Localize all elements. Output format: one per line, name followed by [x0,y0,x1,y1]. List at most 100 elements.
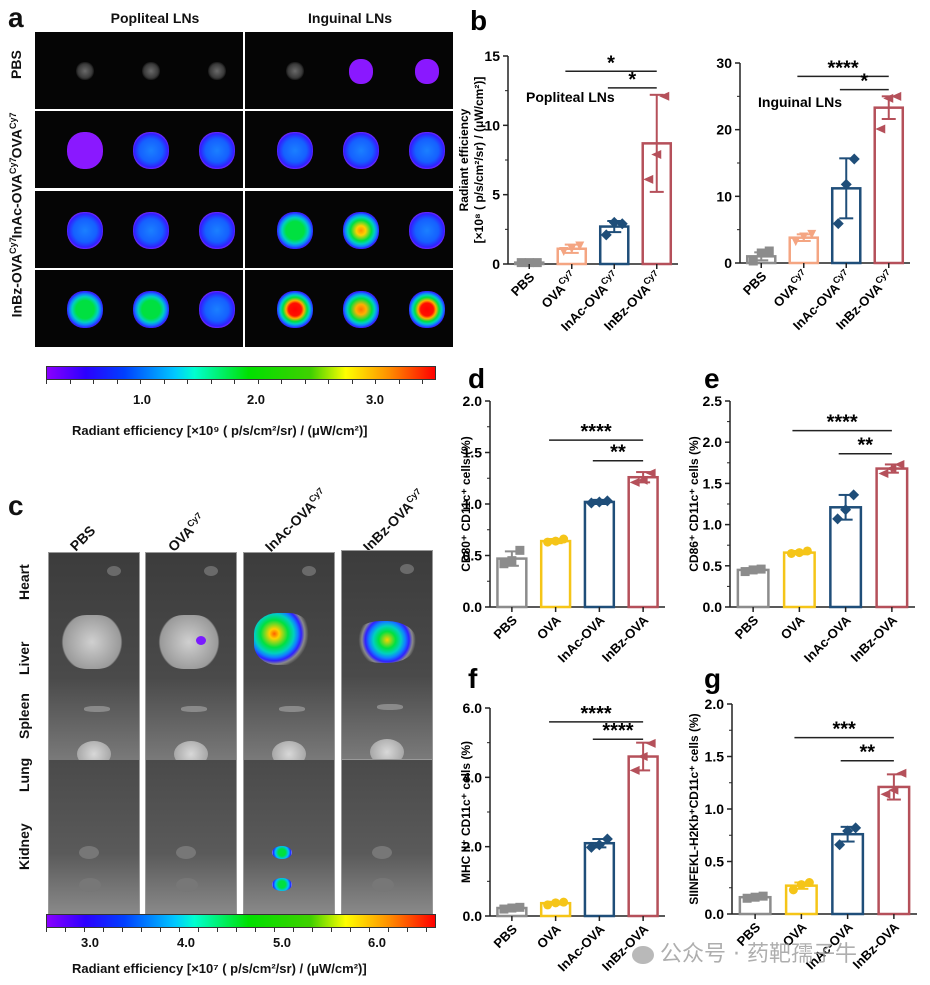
fluorescent-spot [67,131,103,170]
data-point [559,897,569,907]
bar-inac-ova [829,506,863,609]
y-tick-label: 1.5 [705,749,725,765]
y-axis-label: MHC II⁺ CD11c⁺ cells (%) [459,741,473,883]
liver-signal [254,613,312,665]
colorbar-tick-mark [281,379,282,384]
y-tick-label: 0.0 [463,908,483,924]
fluorescent-spot [199,290,235,329]
data-point [515,545,525,555]
colorbar-tick-mark [255,927,256,932]
data-point [875,124,886,134]
fluorescent-spot [343,131,379,170]
y-tick-label: 20 [716,122,732,138]
significance-stars: **** [581,421,612,443]
significance-stars: ** [610,442,626,464]
colorbar-c-tick: 5.0 [272,935,292,950]
data-point [832,513,844,525]
colorbar-tick-mark [257,379,259,384]
fluorescent-spot [409,290,445,329]
data-point [834,839,846,851]
fluorescent-spot [343,211,379,250]
data-point [593,839,605,851]
colorbar-tick-mark [160,927,161,932]
y-tick-label: 2.0 [705,696,725,712]
y-tick-label: 2.0 [703,434,723,450]
y-tick-label: 1.5 [703,475,723,491]
data-point [840,504,852,516]
lung-organ [370,739,404,759]
x-tick-label: PBS [490,921,520,951]
colorbar-tick-mark [179,927,180,932]
colorbar-tick-mark [198,927,199,932]
colorbar-tick-mark [103,927,104,932]
fluorescent-spot [67,211,103,250]
fluorescent-spot [199,131,235,170]
x-tick-label: InAc-OVA [555,921,608,974]
x-tick-label: PBS [732,612,762,642]
significance-stars: ** [859,742,875,764]
colorbar-a-gradient [46,366,436,380]
data-point [756,248,766,258]
bar-ova [539,539,572,609]
kidney-signal [272,878,292,891]
significance-stars: **** [602,720,633,742]
data-point [848,489,860,501]
colorbar-tick-mark [69,379,71,384]
y-tick-label: 1.0 [703,517,723,533]
fluorescent-spot [133,211,169,250]
colorbar-tick-mark [234,379,235,384]
spleen-organ [279,706,305,712]
data-point [585,497,597,509]
bar-inac-ova [583,500,616,609]
data-point [608,216,620,228]
y-tick-label: 10 [484,117,500,133]
data-point [567,244,577,254]
fluorescent-spot [409,211,445,250]
data-point [880,789,891,799]
lung-organ [272,741,306,761]
data-point [788,885,798,895]
y-tick-label: 5 [492,187,500,203]
data-point [543,537,553,547]
fluorescent-spot [76,61,94,81]
colorbar-tick-mark [407,927,408,932]
liver-organ [158,615,220,669]
liver-signal [196,636,206,645]
liver-signal [352,621,416,663]
data-point [499,559,509,569]
data-point [637,752,648,762]
data-point [551,898,561,908]
colorbar-tick-mark [46,379,47,384]
x-tick-label: InBz-OVA [850,919,903,972]
significance-stars: * [860,71,868,93]
data-point [842,825,854,837]
chart-title: Inguinal LNs [758,94,842,110]
y-axis-label-units: [×10⁸ ( p/s/cm²/sr) / (μW/cm²)] [472,77,486,244]
panel-letter-c: c [8,490,24,521]
x-tick-label: InAc-OVA [801,612,854,665]
chart-title: Popliteal LNs [526,89,615,105]
fluorescent-spot [277,290,313,329]
ln-image-tile [245,270,453,347]
fluorescent-spot [409,131,445,170]
organ-image-strip-lower [145,760,237,916]
organ-image-strip [48,552,140,762]
data-point [802,546,812,556]
ln-image-tile [35,32,243,109]
data-point [559,534,569,544]
col-title-inguinal: Inguinal LNs [308,10,392,26]
bar-inbz-ova [627,475,659,609]
fluorescent-spot [133,131,169,170]
fluorescent-spot [208,61,226,81]
panel-letter-g: g [704,663,721,694]
data-point [515,902,525,912]
fluorescent-spot [415,58,439,84]
colorbar-tick-mark [274,927,275,932]
bar-ova [782,551,816,609]
data-point [601,495,613,507]
colorbar-tick-mark [350,927,351,932]
colorbar-a-tick: 1.0 [132,392,152,407]
